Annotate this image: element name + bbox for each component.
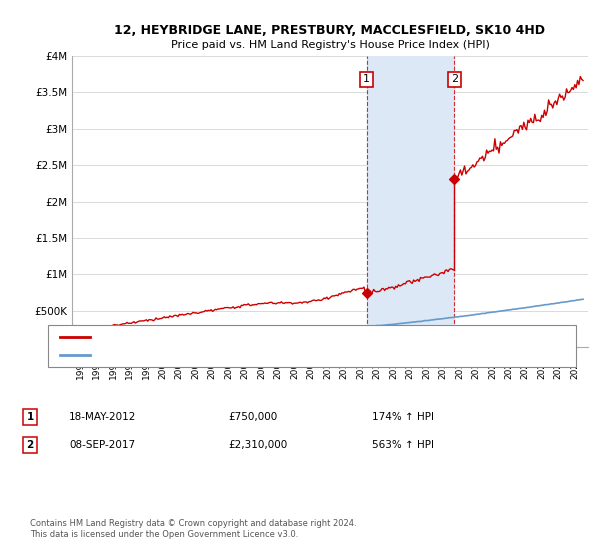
Point bbox=[449, 175, 459, 184]
Text: 174% ↑ HPI: 174% ↑ HPI bbox=[372, 412, 434, 422]
Text: 1: 1 bbox=[363, 74, 370, 85]
Text: Contains HM Land Registry data © Crown copyright and database right 2024.
This d: Contains HM Land Registry data © Crown c… bbox=[30, 520, 356, 539]
Text: £750,000: £750,000 bbox=[228, 412, 277, 422]
Text: HPI: Average price, detached house, Cheshire East: HPI: Average price, detached house, Ches… bbox=[96, 350, 344, 360]
Text: Price paid vs. HM Land Registry's House Price Index (HPI): Price paid vs. HM Land Registry's House … bbox=[170, 40, 490, 50]
Text: 12, HEYBRIDGE LANE, PRESTBURY, MACCLESFIELD, SK10 4HD: 12, HEYBRIDGE LANE, PRESTBURY, MACCLESFI… bbox=[115, 24, 545, 38]
Text: 08-SEP-2017: 08-SEP-2017 bbox=[69, 440, 135, 450]
Point bbox=[362, 288, 371, 297]
Text: £2,310,000: £2,310,000 bbox=[228, 440, 287, 450]
Text: 563% ↑ HPI: 563% ↑ HPI bbox=[372, 440, 434, 450]
Bar bbox=[367, 56, 454, 347]
Text: 12, HEYBRIDGE LANE, PRESTBURY, MACCLESFIELD, SK10 4HD (detached house): 12, HEYBRIDGE LANE, PRESTBURY, MACCLESFI… bbox=[96, 332, 488, 342]
Text: 18-MAY-2012: 18-MAY-2012 bbox=[69, 412, 136, 422]
Text: 1: 1 bbox=[26, 412, 34, 422]
Text: 2: 2 bbox=[451, 74, 458, 85]
Text: 2: 2 bbox=[26, 440, 34, 450]
